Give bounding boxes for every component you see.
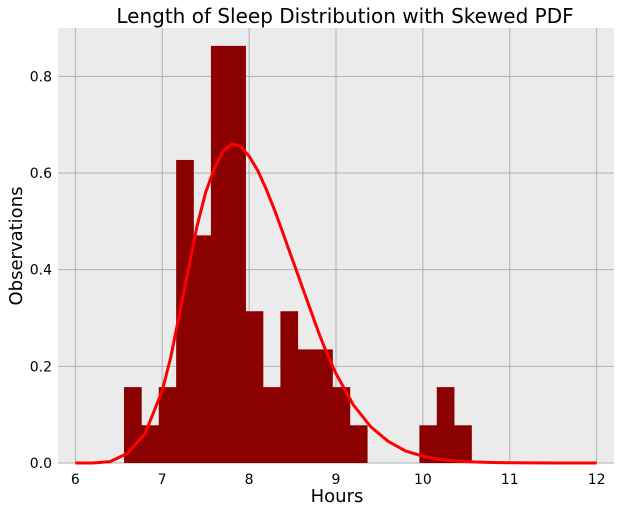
y-tick-label: 0.0 [30,456,52,472]
histogram-bar [124,387,142,463]
x-tick-label: 9 [332,472,341,488]
x-tick-label: 8 [245,472,254,488]
histogram-bar [454,425,472,463]
x-tick-label: 6 [71,472,80,488]
histogram-bar [297,349,316,463]
x-axis: 6 7 8 9 10 11 12 [71,472,606,488]
histogram-bars [124,45,472,464]
y-tick-label: 0.2 [30,359,52,375]
histogram-bar [141,425,160,463]
histogram-bar [419,425,438,463]
pdf-curve-layer [75,142,597,465]
histogram-bar [210,45,229,464]
y-tick-label: 0.4 [30,263,52,279]
histogram-bar [193,235,212,463]
x-tick-label: 12 [588,472,606,488]
y-tick-label: 0.8 [30,69,52,85]
x-tick-label: 10 [414,472,432,488]
histogram-bar [263,387,281,463]
histogram-bar [245,311,264,463]
chart-title: Length of Sleep Distribution with Skewed… [116,4,573,28]
histogram-bar [280,311,299,463]
y-axis-label: Observations [6,187,27,306]
x-axis-label: Hours [311,486,364,507]
histogram-bar [315,349,333,463]
x-tick-label: 11 [501,472,519,488]
y-axis: 0.0 0.2 0.4 0.6 0.8 [30,69,52,472]
x-tick-label: 7 [158,472,167,488]
histogram-bar [158,387,177,463]
histogram-bar [349,425,368,463]
histogram-bar [176,159,194,463]
histogram-bar [228,45,246,464]
histogram-bar [436,387,455,463]
pdf-curve [75,142,597,465]
histogram-bar [332,387,351,463]
y-tick-label: 0.6 [30,166,52,182]
